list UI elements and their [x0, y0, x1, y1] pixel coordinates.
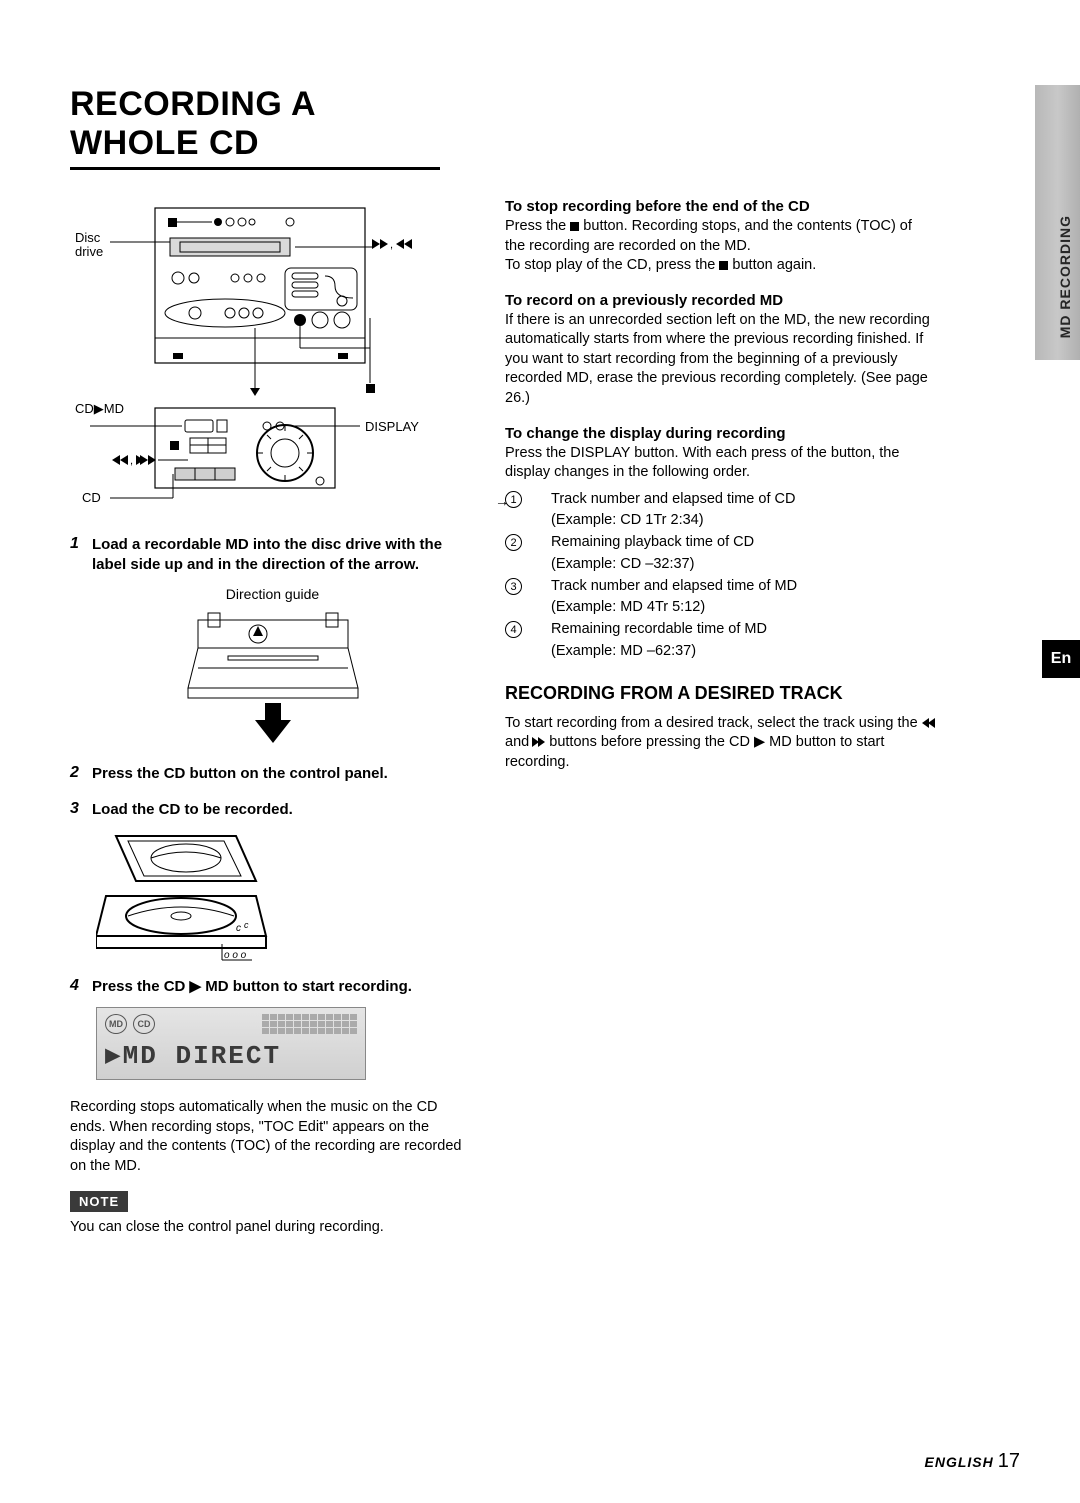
- note-text: You can close the control panel during r…: [70, 1218, 475, 1238]
- step-number: 4: [70, 977, 84, 997]
- step-number: 3: [70, 800, 84, 820]
- text-fragment: and: [505, 734, 533, 750]
- text-fragment: To start recording from a desired track,…: [505, 715, 922, 731]
- item-text: Track number and elapsed time of MD: [551, 578, 797, 594]
- list-item: 2 Remaining playback time of CD (Example:…: [505, 532, 935, 576]
- direction-guide-caption: Direction guide: [70, 586, 475, 602]
- step-4: 4 Press the CD ▶ MD button to start reco…: [70, 977, 475, 1080]
- cd-load-figure: c c o o o: [96, 826, 271, 961]
- circled-number: 4: [505, 621, 522, 638]
- lcd-display: MD CD ▶MD DIRECT: [96, 1007, 366, 1080]
- circled-number: 2: [505, 534, 522, 551]
- section-heading: To change the display during recording: [505, 425, 935, 442]
- stop-icon: [570, 222, 579, 231]
- item-example: (Example: MD –62:37): [551, 643, 696, 659]
- text-fragment: button again.: [728, 257, 816, 273]
- lcd-md-icon: MD: [105, 1014, 127, 1034]
- svg-text:,: ,: [390, 239, 393, 251]
- language-badge: En: [1042, 640, 1080, 678]
- item-text: Track number and elapsed time of CD: [551, 491, 795, 507]
- note-badge: NOTE: [70, 1191, 128, 1212]
- item-text: Remaining playback time of CD: [551, 534, 754, 550]
- section-tab: MD RECORDING: [1035, 85, 1080, 360]
- footer-page-number: 17: [998, 1450, 1020, 1472]
- item-example: (Example: CD 1Tr 2:34): [551, 512, 704, 528]
- list-item: 4 Remaining recordable time of MD (Exampl…: [505, 619, 935, 663]
- section-heading: To stop recording before the end of the …: [505, 198, 935, 215]
- display-modes-list: →1 Track number and elapsed time of CD(E…: [505, 489, 935, 663]
- section-tab-label: MD RECORDING: [1057, 215, 1073, 338]
- lcd-cd-icon: CD: [133, 1014, 155, 1034]
- svg-text:DISPLAY: DISPLAY: [365, 419, 419, 434]
- section-body: If there is an unrecorded section left o…: [505, 311, 935, 409]
- direction-guide-figure: [183, 608, 363, 748]
- section-record-previous: To record on a previously recorded MD If…: [505, 292, 935, 409]
- step-number: 2: [70, 764, 84, 784]
- step-number: 1: [70, 535, 84, 576]
- svg-text:Disc: Disc: [75, 230, 101, 245]
- recording-explanation: Recording stops automatically when the m…: [70, 1098, 475, 1176]
- item-text: Remaining recordable time of MD: [551, 621, 767, 637]
- svg-text:c: c: [244, 920, 249, 930]
- subsection-body: To start recording from a desired track,…: [505, 714, 935, 773]
- device-diagram: Disc drive ,: [70, 198, 440, 508]
- forward-icon: [533, 737, 545, 747]
- svg-text:c: c: [236, 923, 241, 934]
- svg-text:o o o: o o o: [224, 950, 247, 961]
- step-text: Load a recordable MD into the disc drive…: [92, 535, 475, 576]
- svg-text:CD: CD: [82, 490, 101, 505]
- page-footer: ENGLISH17: [925, 1450, 1020, 1473]
- svg-text:CD▶MD: CD▶MD: [75, 401, 124, 416]
- text-fragment: buttons before pressing the CD ▶ MD butt…: [505, 734, 884, 770]
- step-text: Press the CD button on the control panel…: [92, 764, 388, 784]
- step-text: Press the CD ▶ MD button to start record…: [92, 977, 412, 997]
- item-example: (Example: MD 4Tr 5:12): [551, 599, 705, 615]
- text-fragment: Press the: [505, 218, 570, 234]
- page-title: RECORDING A WHOLE CD: [70, 85, 440, 170]
- arrow-icon: →: [495, 491, 509, 512]
- svg-text:drive: drive: [75, 244, 103, 259]
- subsection-title: RECORDING FROM A DESIRED TRACK: [505, 683, 935, 704]
- section-intro: Press the DISPLAY button. With each pres…: [505, 444, 935, 483]
- step-1: 1 Load a recordable MD into the disc dri…: [70, 535, 475, 748]
- footer-language: ENGLISH: [925, 1454, 994, 1470]
- list-item: 3 Track number and elapsed time of MD (Ex…: [505, 576, 935, 620]
- circled-number: 3: [505, 578, 522, 595]
- svg-text:,: ,: [130, 455, 133, 467]
- list-item: →1 Track number and elapsed time of CD(E…: [505, 489, 935, 533]
- lcd-text: ▶MD DIRECT: [105, 1038, 357, 1071]
- item-example: (Example: CD –32:37): [551, 556, 694, 572]
- rewind-icon: [922, 718, 934, 728]
- step-text: Load the CD to be recorded.: [92, 800, 293, 820]
- section-heading: To record on a previously recorded MD: [505, 292, 935, 309]
- lcd-track-grid: [262, 1014, 357, 1034]
- step-2: 2 Press the CD button on the control pan…: [70, 764, 475, 784]
- section-change-display: To change the display during recording P…: [505, 425, 935, 663]
- section-stop-recording: To stop recording before the end of the …: [505, 198, 935, 276]
- text-fragment: To stop play of the CD, press the: [505, 257, 719, 273]
- step-3: 3 Load the CD to be recorded. c c o o o: [70, 800, 475, 961]
